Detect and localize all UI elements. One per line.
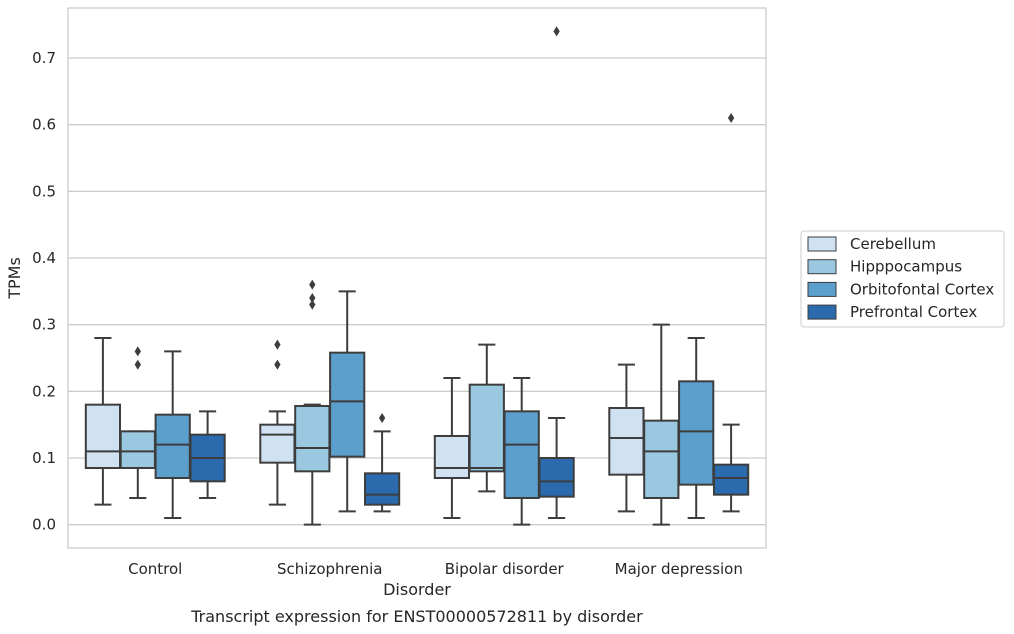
legend-swatch: [807, 236, 837, 252]
box-body: [154, 413, 191, 479]
box-body: [259, 423, 296, 464]
legend-label: Cerebellum: [850, 235, 936, 253]
box-mark: [678, 337, 715, 519]
y-tick-label: 0.7: [32, 49, 56, 67]
x-tick-label: Schizophrenia: [277, 560, 382, 578]
x-tick-label: Control: [128, 560, 182, 578]
box-mark: [154, 350, 191, 519]
y-axis-ticks: 0.0 0.1 0.2 0.3 0.4 0.5 0.6 0.7: [32, 49, 56, 534]
y-tick-label: 0.6: [32, 116, 56, 134]
legend-label: Hipppocampus: [850, 258, 962, 276]
box-body: [678, 380, 715, 486]
legend-label: Prefrontal Cortex: [850, 303, 977, 321]
x-axis-ticks: Control Schizophrenia Bipolar disorder Majo…: [128, 560, 743, 578]
box-mark: [329, 290, 366, 513]
box-mark: [84, 337, 122, 506]
box-mark: [538, 26, 575, 519]
box-mark: [294, 279, 331, 526]
box-body: [608, 407, 645, 476]
box-body: [712, 463, 750, 496]
box-mark: [189, 410, 226, 499]
box-body: [294, 405, 331, 473]
box-mark: [433, 377, 471, 519]
series-group: [189, 26, 750, 519]
legend-swatch: [807, 304, 837, 320]
y-axis-label: TPMs: [5, 257, 24, 300]
y-tick-label: 0.1: [32, 449, 56, 467]
outlier-point: [309, 299, 316, 310]
outlier-point: [553, 26, 560, 37]
outlier-point: [274, 339, 281, 350]
box-body: [503, 410, 540, 500]
legend-frame: [800, 230, 1005, 328]
outlier-point: [274, 359, 281, 370]
y-tick-label: 0.0: [32, 516, 56, 534]
box-body: [84, 403, 122, 469]
box-mark: [363, 412, 401, 513]
series-group: [119, 279, 680, 526]
box-body: [363, 472, 401, 506]
box-body: [468, 383, 505, 473]
chart-caption: Transcript expression for ENST0000057281…: [190, 607, 643, 626]
box-body: [433, 435, 471, 479]
outlier-point: [727, 112, 735, 124]
box-mark: [608, 363, 645, 513]
legend-swatch: [807, 281, 837, 297]
box-mark: [503, 377, 540, 526]
box-body: [119, 430, 156, 470]
box-mark: [712, 112, 750, 513]
series-group: [154, 290, 715, 526]
box-mark: [119, 346, 156, 499]
y-tick-label: 0.2: [32, 382, 56, 400]
legend: Cerebellum Hipppocampus Orbitofontal Corte…: [800, 230, 1005, 328]
x-tick-label: Major depression: [615, 560, 743, 578]
y-tick-label: 0.4: [32, 249, 56, 267]
plot-frame: [67, 7, 767, 549]
box-body: [538, 457, 575, 498]
x-axis-label: Disorder: [383, 580, 451, 599]
box-series: [84, 26, 750, 526]
outlier-point: [309, 292, 316, 304]
legend-swatch: [807, 259, 837, 275]
legend-label: Orbitofontal Cortex: [850, 280, 994, 298]
x-tick-label: Bipolar disorder: [445, 560, 565, 578]
y-tick-label: 0.5: [32, 182, 56, 200]
outlier-point: [134, 359, 141, 370]
box-body: [329, 351, 366, 458]
box-mark: [643, 323, 680, 526]
box-body: [643, 419, 680, 499]
y-tick-label: 0.3: [32, 316, 56, 334]
outlier-point: [309, 279, 316, 290]
outlier-point: [134, 346, 141, 357]
box-mark: [468, 343, 505, 493]
box-mark: [259, 339, 296, 506]
outlier-point: [378, 412, 386, 424]
